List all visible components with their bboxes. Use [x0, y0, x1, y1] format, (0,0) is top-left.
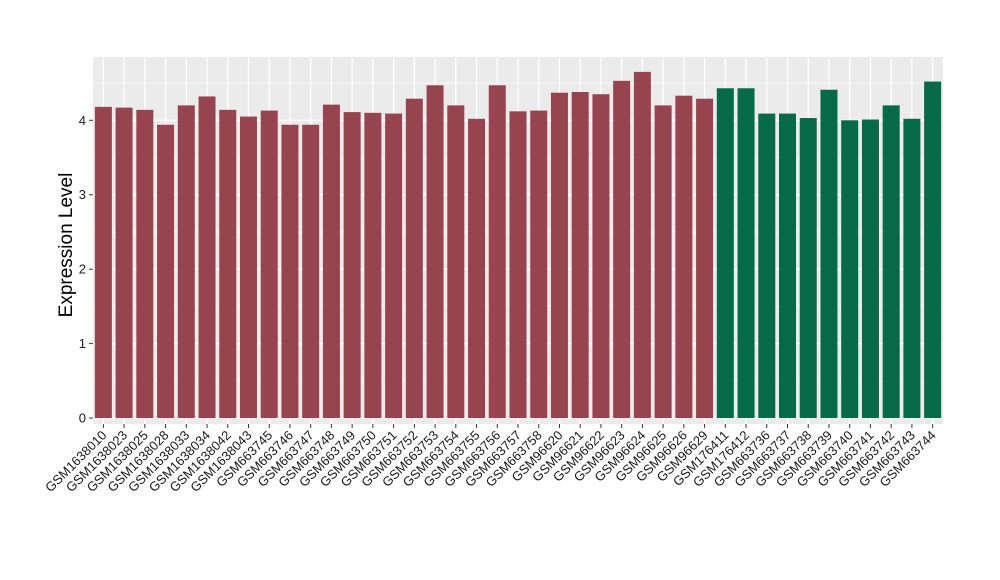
- bar-GSM663742: [882, 105, 900, 419]
- bar-GSM663755: [468, 118, 486, 419]
- bar-GSM663741: [861, 119, 879, 419]
- y-tick-label: 4: [79, 113, 86, 128]
- bar-GSM663757: [509, 111, 527, 419]
- y-tick-label: 0: [79, 411, 86, 426]
- bar-GSM663758: [530, 110, 548, 419]
- bar-GSM1638023: [115, 107, 133, 419]
- bar-GSM176411: [716, 88, 734, 419]
- bar-GSM663740: [841, 120, 859, 419]
- bar-GSM96626: [675, 95, 693, 419]
- bar-GSM663747: [302, 124, 320, 419]
- bar-GSM1638028: [157, 124, 175, 419]
- bar-GSM663749: [343, 112, 361, 419]
- bar-GSM663745: [260, 110, 278, 419]
- bar-GSM663751: [385, 113, 403, 419]
- bar-GSM663756: [488, 85, 506, 419]
- bar-GSM663752: [405, 98, 423, 419]
- bar-GSM96623: [613, 80, 631, 419]
- bar-GSM663754: [447, 105, 465, 419]
- bar-GSM1638042: [219, 109, 237, 419]
- x-axis: GSM1638010GSM1638023GSM1638025GSM1638028…: [42, 424, 939, 495]
- bar-GSM663748: [322, 104, 340, 419]
- y-axis: 0 1 2 3 4: [79, 113, 93, 426]
- bar-GSM663736: [758, 113, 776, 419]
- bar-GSM663737: [779, 113, 797, 419]
- bar-GSM663750: [364, 112, 382, 419]
- bar-GSM1638034: [198, 96, 216, 419]
- y-tick-label: 3: [79, 187, 86, 202]
- y-tick-label: 1: [79, 336, 86, 351]
- bar-GSM663738: [799, 118, 817, 419]
- bar-GSM96624: [633, 71, 651, 419]
- bar-GSM663743: [903, 118, 921, 419]
- bar-GSM96629: [696, 98, 714, 419]
- bar-GSM1638033: [177, 105, 195, 419]
- bar-GSM96620: [550, 92, 568, 419]
- bar-GSM176412: [737, 88, 755, 419]
- bar-GSM663753: [426, 85, 444, 419]
- bar-GSM663746: [281, 124, 299, 419]
- bars: [94, 71, 942, 419]
- bar-GSM1638043: [239, 116, 257, 419]
- y-axis-title: Expression Level: [56, 173, 77, 318]
- y-tick-label: 2: [79, 262, 86, 277]
- bar-GSM96621: [571, 91, 589, 419]
- bar-GSM663744: [924, 81, 942, 419]
- bar-GSM1638025: [136, 109, 154, 419]
- bar-GSM96622: [592, 94, 610, 419]
- bar-GSM1638010: [94, 106, 112, 419]
- bar-GSM96625: [654, 105, 672, 419]
- bar-GSM663739: [820, 89, 838, 419]
